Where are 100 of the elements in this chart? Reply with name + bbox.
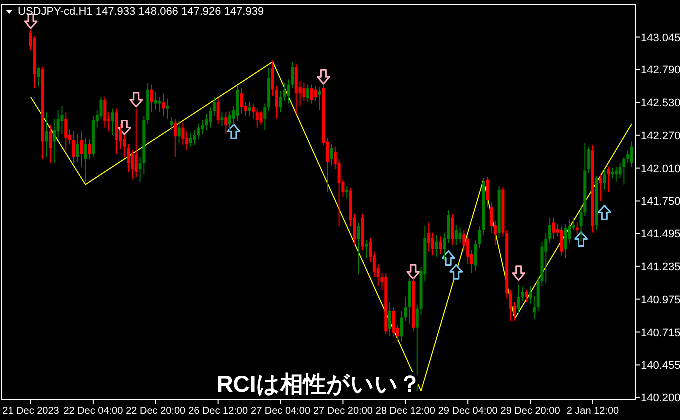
candlestick bbox=[170, 117, 173, 131]
candlestick bbox=[532, 296, 536, 320]
candlestick bbox=[209, 107, 212, 128]
chart-title: USDJPY-cd,H1 147.933 148.066 147.926 147.939 bbox=[18, 6, 264, 18]
candlestick bbox=[310, 84, 314, 104]
candlestick bbox=[560, 226, 564, 256]
candlestick bbox=[154, 92, 158, 111]
candlestick bbox=[365, 240, 368, 259]
candlestick bbox=[330, 144, 333, 166]
y-tick-label: 142.530 bbox=[641, 97, 680, 110]
point bbox=[227, 124, 241, 140]
candlestick bbox=[174, 118, 177, 158]
candlestick bbox=[435, 234, 438, 258]
candlestick bbox=[607, 166, 610, 193]
x-tick-label: 27 Dec 20:00 bbox=[313, 406, 374, 417]
candlestick bbox=[517, 284, 520, 314]
candlestick bbox=[240, 88, 244, 114]
candlestick bbox=[416, 304, 419, 392]
candlestick bbox=[228, 110, 232, 132]
candlestick bbox=[212, 96, 216, 117]
candlestick bbox=[130, 150, 134, 180]
candlestick bbox=[111, 108, 114, 136]
candlestick bbox=[193, 130, 196, 146]
candlestick bbox=[252, 103, 255, 120]
candlestick bbox=[201, 120, 204, 135]
candlestick bbox=[544, 232, 548, 284]
candlestick bbox=[510, 289, 513, 322]
candlestick bbox=[599, 174, 602, 202]
candlestick bbox=[197, 124, 200, 140]
candlestick bbox=[357, 222, 360, 276]
candlestick bbox=[134, 108, 138, 178]
y-tick-label: 141.750 bbox=[641, 196, 680, 208]
point bbox=[406, 264, 420, 280]
point bbox=[130, 92, 144, 108]
y-tick-label: 140.715 bbox=[641, 327, 680, 340]
point bbox=[118, 120, 132, 136]
candlestick bbox=[52, 118, 56, 164]
y-tick-label: 142.010 bbox=[641, 163, 680, 176]
candlestick bbox=[626, 150, 630, 164]
candlestick bbox=[80, 131, 84, 168]
point bbox=[442, 250, 456, 266]
x-tick-label: 21 Dec 2023 bbox=[2, 406, 60, 417]
candlestick bbox=[205, 113, 208, 131]
candlestick bbox=[474, 240, 478, 272]
candlestick bbox=[76, 134, 80, 162]
candlestick bbox=[166, 98, 170, 120]
y-tick-label: 141.495 bbox=[641, 228, 680, 241]
y-tick-label: 143.045 bbox=[641, 32, 680, 44]
candlestick bbox=[548, 217, 552, 244]
candlestick bbox=[104, 96, 107, 128]
candlestick bbox=[431, 232, 434, 256]
point bbox=[316, 69, 330, 85]
candlestick bbox=[178, 120, 181, 144]
x-tick-label: 2 Jan 12:00 bbox=[566, 406, 620, 417]
candlestick bbox=[290, 61, 294, 90]
candlestick bbox=[466, 234, 470, 266]
annotation: RCIは相性がいい？ bbox=[216, 371, 422, 397]
candlestick bbox=[603, 169, 606, 190]
candlestick bbox=[64, 112, 68, 152]
candlestick bbox=[614, 166, 618, 183]
candlestick bbox=[622, 156, 626, 186]
candlestick bbox=[216, 98, 220, 125]
candlestick bbox=[84, 137, 88, 183]
candlestick bbox=[275, 86, 278, 120]
x-tick-label: 29 Dec 20:00 bbox=[500, 406, 561, 417]
candlestick bbox=[56, 110, 60, 138]
candlestick bbox=[454, 224, 458, 246]
candlestick bbox=[260, 110, 263, 126]
candlestick bbox=[576, 222, 579, 235]
candlestick bbox=[190, 132, 193, 148]
y-tick-label: 142.270 bbox=[641, 130, 680, 142]
candlestick bbox=[127, 144, 130, 173]
point bbox=[450, 264, 464, 280]
candlestick bbox=[490, 202, 494, 234]
candlestick bbox=[404, 296, 408, 322]
candlestick bbox=[182, 122, 185, 146]
y-tick-label: 140.200 bbox=[641, 392, 680, 404]
candlestick bbox=[486, 176, 490, 208]
candlestick bbox=[400, 310, 404, 342]
x-tick-label: 28 Dec 12:00 bbox=[376, 406, 436, 417]
x-tick-label: 22 Dec 20:00 bbox=[126, 406, 186, 417]
y-tick-label: 141.235 bbox=[641, 261, 680, 274]
candlestick bbox=[49, 124, 52, 164]
candlestick bbox=[529, 286, 532, 304]
candlestick bbox=[552, 217, 556, 240]
candlestick bbox=[287, 79, 290, 104]
candlestick bbox=[248, 102, 252, 117]
candlestick bbox=[314, 86, 318, 102]
candlestick bbox=[450, 213, 454, 246]
candlestick bbox=[458, 227, 462, 244]
y-tick-label: 140.455 bbox=[641, 360, 680, 372]
candlestick bbox=[186, 131, 189, 152]
candlestick bbox=[150, 84, 154, 114]
candlestick bbox=[610, 168, 614, 179]
candlestick bbox=[158, 96, 162, 114]
candlestick bbox=[162, 93, 166, 117]
candlestick bbox=[630, 141, 634, 168]
candlestick bbox=[72, 131, 76, 164]
candlestick bbox=[428, 222, 431, 252]
candlestick bbox=[392, 307, 396, 338]
